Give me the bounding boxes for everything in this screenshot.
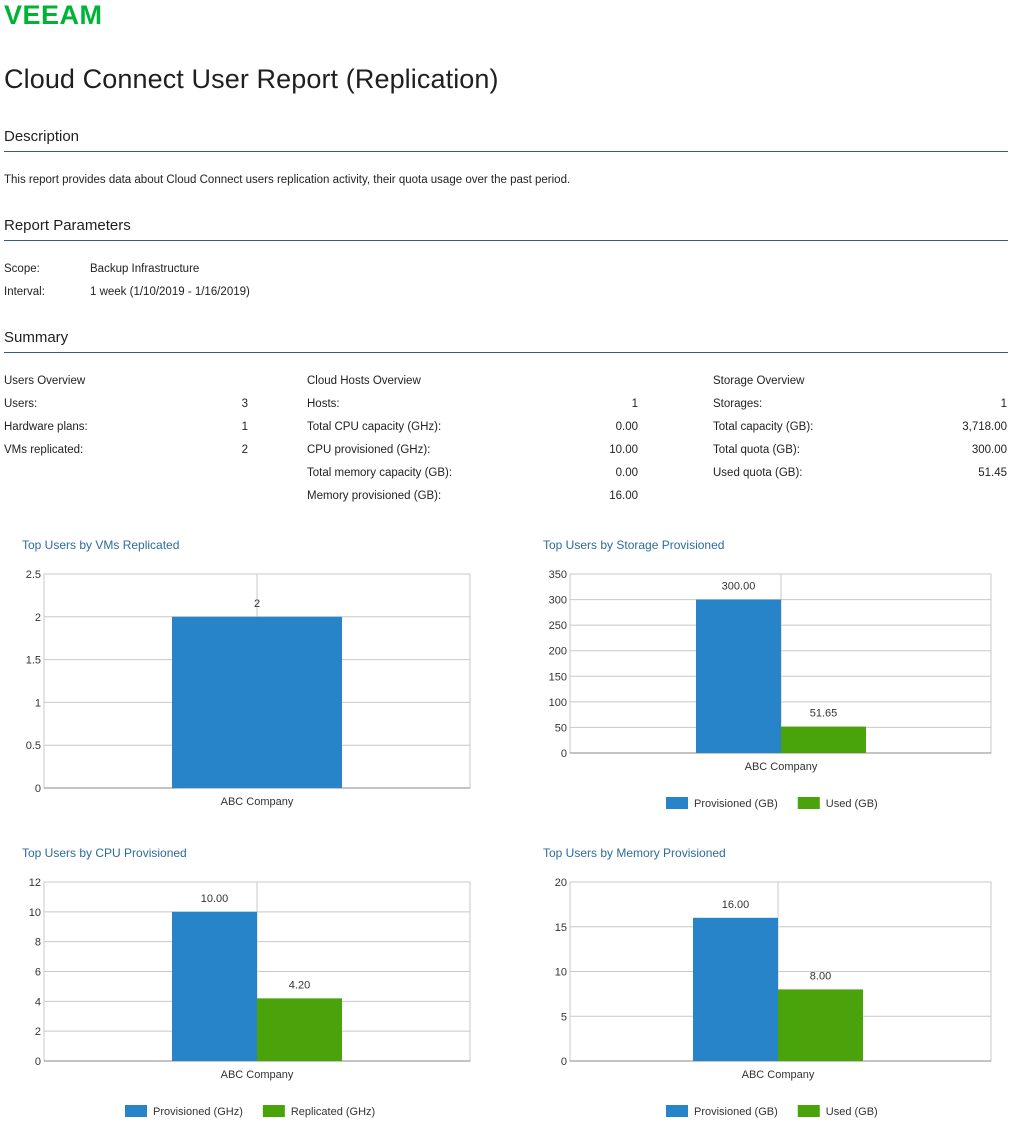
data-label: 8.00	[810, 970, 831, 982]
total-cpu-capacity-label: Total CPU capacity (GHz):	[307, 421, 442, 433]
hardware-plans-label: Hardware plans:	[4, 421, 88, 433]
users-overview-title: Users Overview	[4, 375, 86, 387]
y-tick-label: 5	[561, 1011, 567, 1023]
bar	[778, 989, 863, 1061]
cloud-hosts-overview-title: Cloud Hosts Overview	[307, 375, 421, 387]
bar	[693, 917, 778, 1061]
description-heading: Description	[4, 128, 1008, 152]
scope-label: Scope:	[4, 263, 40, 275]
y-tick-label: 0	[35, 783, 41, 795]
legend-label: Used (GB)	[826, 1106, 878, 1118]
y-tick-label: 1	[35, 697, 41, 709]
legend-swatch	[797, 797, 820, 809]
y-tick-label: 50	[555, 722, 567, 734]
y-tick-label: 10	[29, 907, 41, 919]
y-tick-label: 2.5	[26, 569, 41, 581]
legend-swatch	[666, 797, 688, 809]
total-memory-capacity-label: Total memory capacity (GB):	[307, 467, 453, 479]
used-quota-value: 51.45	[978, 467, 1007, 479]
total-cpu-capacity-value: 0.00	[615, 421, 638, 433]
y-tick-label: 0	[35, 1056, 41, 1068]
bar	[696, 599, 781, 753]
y-tick-label: 20	[555, 877, 567, 889]
legend-swatch	[666, 1105, 688, 1117]
hardware-plans-value: 1	[241, 421, 248, 433]
cpu-provisioned-value: 10.00	[609, 444, 638, 456]
y-tick-label: 15	[555, 922, 567, 934]
summary-heading: Summary	[4, 329, 1008, 353]
y-tick-label: 10	[555, 967, 567, 979]
bar	[172, 616, 342, 788]
total-quota-value: 300.00	[971, 444, 1007, 456]
y-tick-label: 0	[561, 748, 567, 760]
total-capacity-value: 3,718.00	[962, 421, 1007, 433]
x-tick-label: ABC Company	[745, 761, 818, 773]
memory-provisioned-value: 16.00	[609, 490, 638, 502]
y-tick-label: 2	[35, 612, 41, 624]
storage-overview-title: Storage Overview	[713, 375, 805, 387]
storages-value: 1	[1000, 398, 1007, 410]
vms-replicated-label: VMs replicated:	[4, 444, 84, 456]
bar	[781, 726, 866, 753]
interval-label: Interval:	[4, 286, 45, 298]
y-tick-label: 12	[29, 877, 41, 889]
chart-title-vms-replicated: Top Users by VMs Replicated	[22, 538, 180, 552]
vms-replicated-value: 2	[241, 444, 248, 456]
y-tick-label: 200	[549, 646, 567, 658]
total-capacity-label: Total capacity (GB):	[713, 421, 814, 433]
legend-label: Used (GB)	[826, 798, 878, 810]
legend-label: Provisioned (GB)	[694, 1106, 778, 1118]
veeam-logo: VEEAM	[4, 2, 103, 28]
x-tick-label: ABC Company	[221, 1069, 294, 1081]
interval-value: 1 week (1/10/2019 - 1/16/2019)	[90, 286, 250, 298]
y-tick-label: 8	[35, 937, 41, 949]
y-tick-label: 4	[35, 996, 41, 1008]
x-tick-label: ABC Company	[221, 796, 294, 808]
users-label: Users:	[4, 398, 38, 410]
legend-swatch	[797, 1105, 820, 1117]
y-tick-label: 100	[549, 697, 567, 709]
used-quota-label: Used quota (GB):	[713, 467, 803, 479]
y-tick-label: 350	[549, 569, 567, 581]
bar	[257, 998, 342, 1061]
y-tick-label: 0.5	[26, 740, 41, 752]
data-label: 16.00	[722, 899, 750, 911]
chart-title-cpu-provisioned: Top Users by CPU Provisioned	[22, 846, 187, 860]
page-title: Cloud Connect User Report (Replication)	[4, 64, 499, 94]
legend-swatch	[125, 1105, 147, 1117]
data-label: 4.20	[289, 979, 310, 991]
y-tick-label: 250	[549, 620, 567, 632]
total-memory-capacity-value: 0.00	[615, 467, 638, 479]
chart-title-storage-provisioned: Top Users by Storage Provisioned	[543, 538, 725, 552]
x-tick-label: ABC Company	[742, 1069, 815, 1081]
data-label: 10.00	[201, 893, 229, 905]
hosts-label: Hosts:	[307, 398, 340, 410]
y-tick-label: 2	[35, 1026, 41, 1038]
memory-provisioned-label: Memory provisioned (GB):	[307, 490, 442, 502]
y-tick-label: 6	[35, 967, 41, 979]
data-label: 2	[254, 598, 260, 610]
bar	[172, 911, 257, 1061]
y-tick-label: 0	[561, 1056, 567, 1068]
users-value: 3	[241, 398, 248, 410]
cpu-provisioned-label: CPU provisioned (GHz):	[307, 444, 431, 456]
hosts-value: 1	[631, 398, 638, 410]
legend-label: Provisioned (GB)	[694, 798, 778, 810]
y-tick-label: 150	[549, 671, 567, 683]
total-quota-label: Total quota (GB):	[713, 444, 800, 456]
data-label: 300.00	[722, 581, 756, 593]
y-tick-label: 1.5	[26, 655, 41, 667]
legend-label: Provisioned (GHz)	[153, 1106, 243, 1118]
storages-label: Storages:	[713, 398, 763, 410]
chart-title-memory-provisioned: Top Users by Memory Provisioned	[543, 846, 726, 860]
report-parameters-heading: Report Parameters	[4, 217, 1008, 241]
data-label: 51.65	[810, 708, 838, 720]
legend-label: Replicated (GHz)	[291, 1106, 375, 1118]
legend-swatch	[262, 1105, 285, 1117]
scope-value: Backup Infrastructure	[90, 263, 200, 275]
description-text: This report provides data about Cloud Co…	[4, 174, 571, 186]
svg-text:VEEAM: VEEAM	[4, 2, 103, 28]
y-tick-label: 300	[549, 595, 567, 607]
